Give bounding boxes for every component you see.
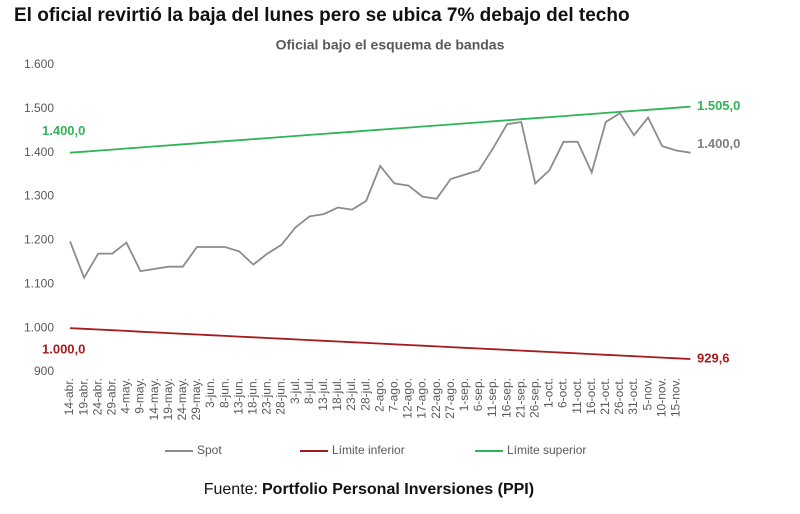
x-tick-label: 11-oct.	[570, 378, 584, 414]
x-tick-label: 14-may.	[147, 378, 161, 420]
x-tick-label: 19-abr.	[76, 378, 90, 415]
x-tick-label: 26-oct.	[612, 378, 626, 415]
x-tick-label: 24-abr.	[90, 378, 104, 415]
x-tick-label: 27-ago.	[443, 378, 457, 419]
x-tick-label: 16-sep.	[499, 378, 513, 418]
x-tick-label: 28-jun.	[274, 378, 288, 415]
series-line	[69, 105, 691, 154]
series-line	[69, 111, 691, 280]
x-tick-label: 21-oct.	[598, 378, 612, 415]
x-tick-label: 11-sep.	[485, 378, 499, 417]
x-tick-label: 14-abr.	[62, 378, 76, 415]
data-label: 929,6	[697, 350, 730, 365]
x-tick-label: 13-jun.	[231, 378, 245, 415]
x-tick-label: 8-jun.	[217, 378, 231, 408]
x-tick-label: 6-sep.	[471, 378, 485, 411]
x-tick-label: 1-sep.	[457, 378, 471, 411]
chart-subtitle: Oficial bajo el esquema de bandas	[276, 37, 505, 53]
x-tick-label: 12-ago.	[401, 378, 415, 419]
legend-label: Límite superior	[507, 443, 586, 457]
x-tick-label: 23-jul.	[344, 378, 358, 411]
x-tick-label: 23-jun.	[260, 378, 274, 415]
series-line	[69, 327, 691, 360]
y-tick-label: 1.400	[24, 145, 54, 159]
x-tick-label: 18-jun.	[245, 378, 259, 415]
x-tick-label: 5-nov.	[640, 378, 654, 410]
legend-label: Spot	[197, 443, 222, 457]
source-prefix: Fuente:	[204, 481, 258, 498]
x-tick-label: 26-sep.	[527, 378, 541, 418]
y-tick-label: 1.300	[24, 189, 54, 203]
x-tick-label: 19-may.	[161, 378, 175, 420]
y-tick-label: 1.000	[24, 320, 54, 334]
x-tick-label: 16-oct.	[584, 378, 598, 415]
y-tick-label: 1.600	[24, 57, 54, 71]
y-tick-label: 1.200	[24, 233, 54, 247]
x-tick-label: 3-jun.	[203, 378, 217, 408]
y-tick-label: 900	[34, 364, 54, 378]
x-tick-label: 31-oct.	[626, 378, 640, 415]
x-tick-label: 13-jul.	[316, 378, 330, 411]
data-label: 1.400,0	[697, 136, 740, 151]
y-tick-label: 1.500	[24, 101, 54, 115]
x-tick-label: 24-may.	[175, 378, 189, 420]
chart-title: El oficial revirtió la baja del lunes pe…	[14, 5, 630, 26]
x-tick-label: 1-oct.	[542, 378, 556, 408]
source: Portfolio Personal Inversiones (PPI)	[262, 481, 534, 498]
legend-label: Límite inferior	[332, 443, 405, 457]
data-label: 1.400,0	[42, 123, 85, 138]
x-tick-label: 22-ago.	[429, 378, 443, 419]
x-tick-label: 17-ago.	[415, 378, 429, 419]
x-tick-label: 3-jul.	[288, 378, 302, 404]
x-tick-label: 15-nov.	[668, 378, 682, 417]
x-tick-label: 8-jul.	[302, 378, 316, 404]
x-tick-label: 10-nov.	[654, 378, 668, 417]
x-tick-label: 29-may.	[189, 378, 203, 420]
x-tick-label: 7-ago.	[386, 378, 400, 412]
x-tick-label: 6-oct.	[556, 378, 570, 408]
x-tick-label: 18-jul.	[330, 378, 344, 411]
x-tick-label: 2-ago.	[372, 378, 386, 412]
x-tick-label: 29-abr.	[104, 378, 118, 415]
x-tick-label: 9-may.	[133, 378, 147, 414]
data-label: 1.000,0	[42, 342, 85, 357]
y-tick-label: 1.100	[24, 276, 54, 290]
x-tick-label: 4-may.	[119, 378, 133, 414]
x-tick-label: 21-sep.	[513, 378, 527, 418]
data-label: 1.505,0	[697, 98, 740, 113]
x-tick-label: 28-jul.	[358, 378, 372, 411]
